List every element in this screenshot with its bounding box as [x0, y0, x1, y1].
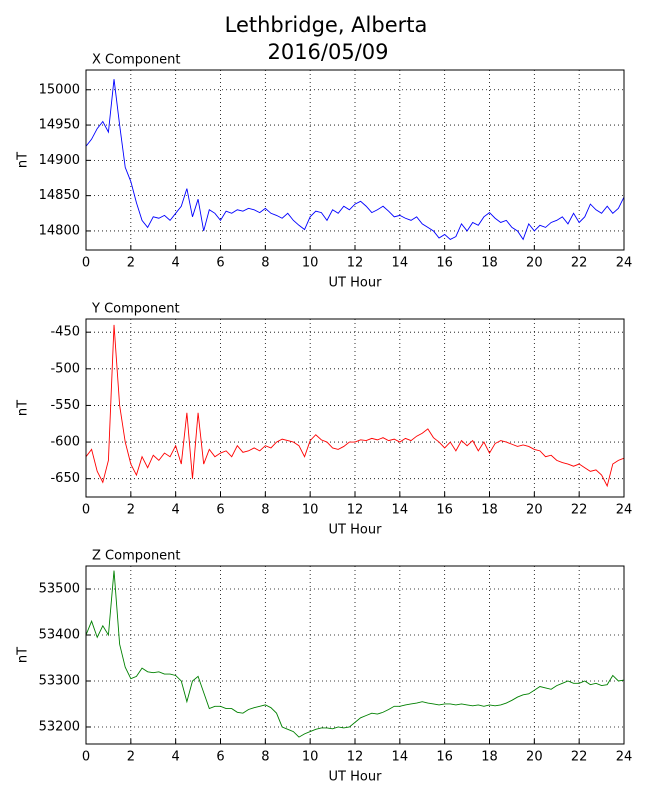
x-tick-label: 10 [302, 256, 319, 271]
y-tick-label: -500 [50, 361, 80, 376]
plot-frame [85, 69, 625, 251]
y-tick-label: -650 [50, 471, 80, 486]
x-tick-label: 18 [481, 503, 498, 518]
y-tick-label: 14950 [39, 118, 80, 133]
y-axis-label: nT [16, 152, 31, 168]
plot-frame [85, 318, 625, 498]
x-tick-label: 0 [82, 503, 90, 518]
x-tick-label: 12 [347, 750, 364, 765]
figure-subtitle: 2016/05/09 [267, 40, 388, 64]
x-tick-label: 14 [392, 750, 409, 765]
y-axis-label: nT [16, 400, 31, 416]
x-tick-label: 12 [347, 503, 364, 518]
subplot-title: Y Component [91, 302, 180, 317]
x-tick-label: 4 [172, 256, 180, 271]
x-tick-label: 6 [216, 503, 224, 518]
x-tick-label: 2 [127, 750, 135, 765]
y-tick-label: 14800 [39, 223, 80, 238]
x-tick-label: 2 [127, 256, 135, 271]
x-tick-label: 6 [216, 750, 224, 765]
x-tick-label: 16 [436, 503, 453, 518]
figure-title: Lethbridge, Alberta [225, 13, 428, 37]
data-line [85, 570, 625, 738]
x-tick-label: 18 [481, 256, 498, 271]
x-tick-label: 22 [571, 750, 588, 765]
y-tick-label: 53500 [39, 581, 80, 596]
y-tick-label: 14900 [39, 153, 80, 168]
x-axis-label: UT Hour [329, 770, 383, 785]
x-tick-label: 18 [481, 750, 498, 765]
y-tick-label: -550 [50, 398, 80, 413]
x-tick-label: 16 [436, 256, 453, 271]
x-tick-label: 24 [616, 256, 633, 271]
y-tick-label: 53200 [39, 719, 80, 734]
y-tick-label: 15000 [39, 82, 80, 97]
x-tick-label: 4 [172, 750, 180, 765]
x-tick-label: 8 [261, 503, 269, 518]
plot-frame [85, 565, 625, 745]
y-tick-label: 53400 [39, 627, 80, 642]
x-tick-label: 14 [392, 256, 409, 271]
x-tick-label: 0 [82, 750, 90, 765]
x-tick-label: 24 [616, 750, 633, 765]
x-tick-label: 6 [216, 256, 224, 271]
x-tick-label: 20 [526, 256, 543, 271]
y-axis-label: nT [16, 647, 31, 663]
x-tick-label: 0 [82, 256, 90, 271]
x-tick-label: 10 [302, 503, 319, 518]
y-tick-label: 53300 [39, 673, 80, 688]
subplot-title: Z Component [92, 549, 181, 564]
data-line [85, 79, 625, 241]
x-tick-label: 14 [392, 503, 409, 518]
x-tick-label: 2 [127, 503, 135, 518]
x-tick-label: 24 [616, 503, 633, 518]
x-axis-label: UT Hour [329, 276, 383, 291]
y-tick-label: 14850 [39, 188, 80, 203]
x-tick-label: 22 [571, 256, 588, 271]
x-tick-label: 20 [526, 503, 543, 518]
x-tick-label: 12 [347, 256, 364, 271]
x-tick-label: 16 [436, 750, 453, 765]
y-tick-label: -600 [50, 435, 80, 450]
x-tick-label: 22 [571, 503, 588, 518]
x-tick-label: 20 [526, 750, 543, 765]
subplot-title: X Component [92, 53, 181, 68]
x-tick-label: 8 [261, 256, 269, 271]
x-axis-label: UT Hour [329, 523, 383, 538]
x-tick-label: 4 [172, 503, 180, 518]
y-tick-label: -450 [50, 325, 80, 340]
x-tick-label: 8 [261, 750, 269, 765]
x-tick-label: 10 [302, 750, 319, 765]
data-line [85, 324, 625, 488]
